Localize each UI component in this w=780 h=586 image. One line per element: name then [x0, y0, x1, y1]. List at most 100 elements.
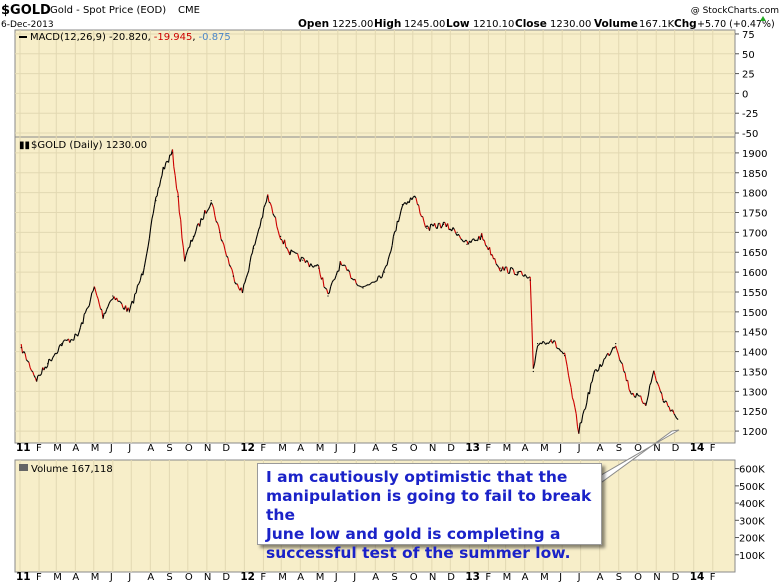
price-segment	[182, 247, 186, 262]
price-segment	[47, 359, 50, 366]
x-axis-label: M	[91, 443, 100, 454]
x-axis-label: S	[616, 572, 622, 583]
x-axis-label: 14	[690, 442, 705, 454]
x-axis-label: F	[260, 443, 266, 454]
x-axis-label: O	[185, 443, 193, 454]
price-segment	[430, 223, 433, 226]
price-segment	[491, 254, 495, 260]
price-segment	[28, 362, 31, 369]
x-axis-label: D	[672, 572, 680, 583]
price-segment	[73, 333, 76, 341]
price-segment	[534, 352, 537, 364]
price-y-tick-label: 1550	[742, 288, 767, 299]
price-y-tick-label: 1300	[742, 387, 767, 398]
price-segment	[185, 251, 188, 256]
x-axis-label: A	[72, 572, 79, 583]
price-segment	[365, 284, 368, 287]
up-arrow-icon	[760, 16, 766, 21]
x-axis-label: 13	[465, 442, 480, 454]
price-segment	[573, 400, 576, 408]
price-segment	[628, 389, 631, 393]
price-point	[481, 235, 483, 237]
x-axis-label: F	[36, 443, 42, 454]
price-segment	[228, 264, 232, 268]
price-point	[532, 370, 534, 373]
x-axis-label: A	[147, 443, 154, 454]
price-segment	[564, 352, 567, 360]
price-y-tick-label: 1800	[742, 189, 767, 200]
price-segment	[45, 365, 49, 369]
price-segment	[174, 175, 178, 189]
price-segment	[461, 239, 464, 242]
price-y-tick-label: 1700	[742, 228, 767, 239]
price-segment	[285, 246, 288, 249]
price-segment	[666, 401, 669, 407]
price-point	[210, 200, 212, 202]
x-axis-label: N	[429, 443, 436, 454]
x-axis-label: M	[503, 443, 512, 454]
price-segment	[154, 197, 157, 205]
price-segment	[565, 359, 568, 367]
macd-legend-value-2: -19.945	[154, 32, 193, 43]
price-segment	[473, 238, 476, 242]
price-segment	[202, 210, 206, 219]
price-segment	[516, 271, 520, 276]
price-segment	[254, 238, 257, 245]
price-segment	[627, 380, 630, 390]
price-segment	[302, 257, 305, 260]
price-point	[414, 196, 416, 198]
price-segment	[188, 246, 191, 249]
price-segment	[441, 222, 445, 227]
x-axis-label: M	[53, 443, 62, 454]
chart-exchange: CME	[178, 5, 200, 16]
price-segment	[674, 415, 677, 419]
price-segment	[419, 213, 422, 217]
price-segment	[32, 371, 35, 376]
price-point	[162, 168, 164, 170]
price-segment	[224, 250, 228, 257]
price-segment	[457, 233, 460, 237]
x-axis-label: A	[297, 572, 304, 583]
price-segment	[289, 249, 292, 256]
price-y-tick-label: 1200	[742, 427, 767, 438]
x-axis-label: J	[109, 443, 113, 454]
chg-value: +5.70 (+0.47%)	[697, 19, 775, 30]
price-point	[529, 279, 531, 281]
price-segment	[323, 286, 326, 289]
price-segment	[150, 218, 153, 228]
price-segment	[395, 221, 398, 231]
price-segment	[248, 262, 251, 271]
price-segment	[152, 204, 156, 214]
price-segment	[319, 274, 322, 280]
macd-y-tick-label: -50	[742, 129, 758, 140]
price-segment	[383, 265, 387, 270]
x-axis-label: S	[391, 443, 397, 454]
price-segment	[208, 206, 211, 210]
price-segment	[278, 235, 282, 240]
price-segment	[657, 383, 660, 387]
price-point	[61, 343, 63, 345]
price-segment	[294, 252, 297, 254]
price-segment	[117, 300, 120, 303]
price-segment	[116, 297, 119, 302]
price-segment	[264, 201, 267, 205]
price-segment	[191, 237, 194, 242]
volume-y-tick-label: 200K	[739, 534, 765, 545]
x-axis-label: N	[653, 572, 660, 583]
price-segment	[598, 364, 601, 370]
price-point	[128, 311, 130, 313]
price-segment	[37, 374, 40, 377]
chg-label: Chg	[674, 18, 697, 30]
price-segment	[314, 264, 317, 267]
volume-y-tick-label: 300K	[739, 516, 765, 527]
price-segment	[195, 225, 198, 232]
price-segment	[547, 341, 551, 345]
price-segment	[668, 406, 671, 412]
price-segment	[448, 228, 451, 231]
price-segment	[338, 261, 341, 272]
price-segment	[362, 285, 365, 288]
volume-y-tick-label: 400K	[739, 499, 765, 510]
macd-y-tick-label: 50	[742, 50, 755, 61]
price-point	[192, 235, 194, 237]
x-axis-label: N	[204, 572, 211, 583]
